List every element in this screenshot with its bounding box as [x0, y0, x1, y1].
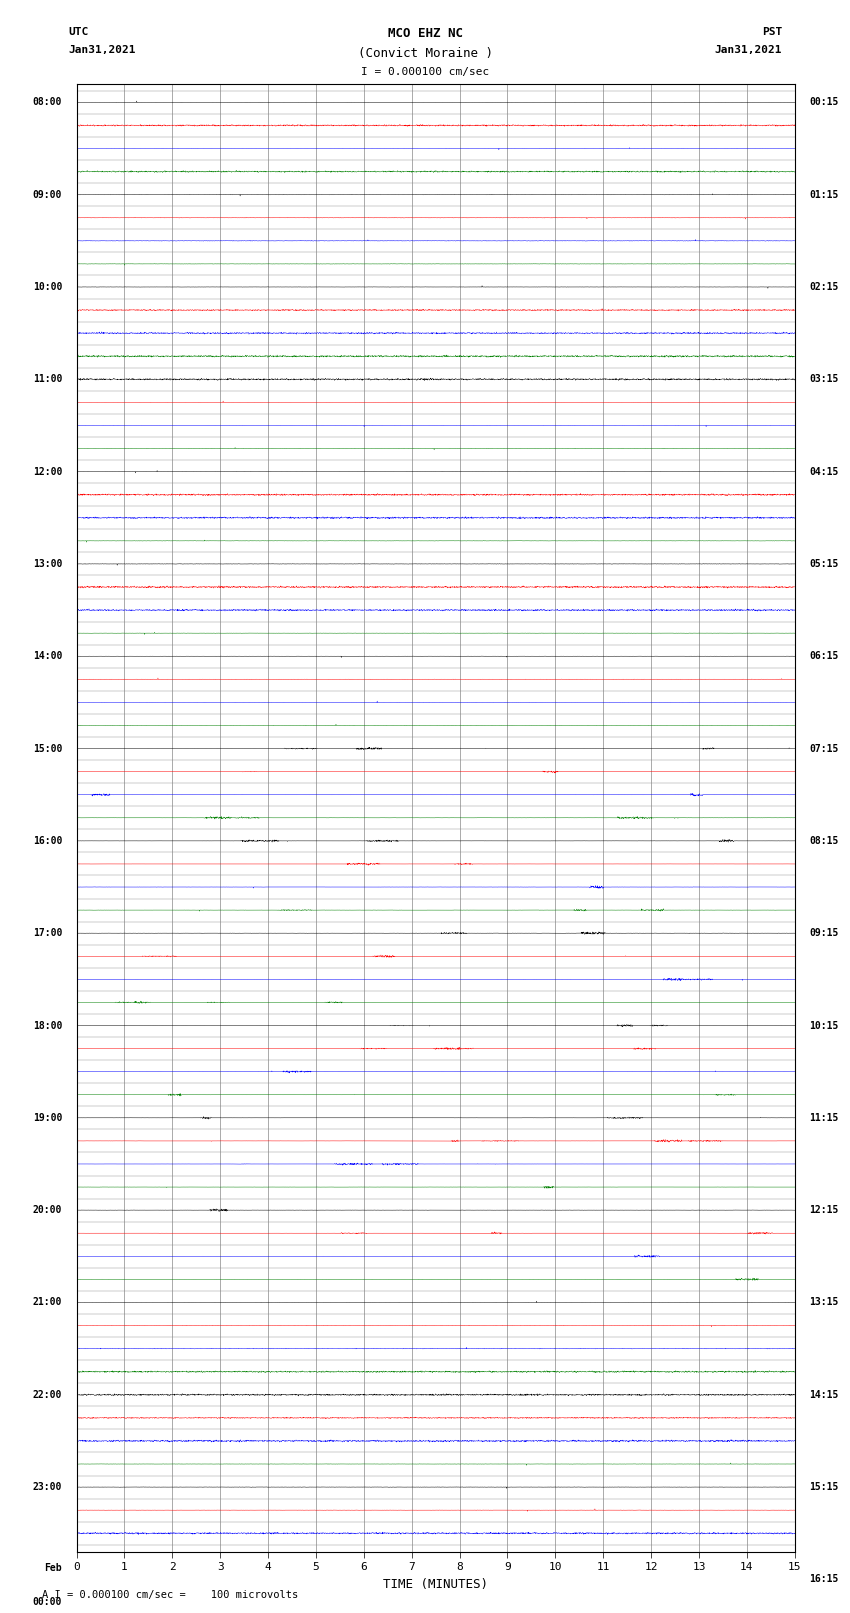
Text: MCO EHZ NC: MCO EHZ NC [388, 27, 462, 40]
Text: A I = 0.000100 cm/sec =    100 microvolts: A I = 0.000100 cm/sec = 100 microvolts [42, 1590, 298, 1600]
Text: 01:15: 01:15 [809, 190, 838, 200]
Text: Feb: Feb [44, 1563, 62, 1573]
Text: Jan31,2021: Jan31,2021 [68, 45, 135, 55]
Text: 10:15: 10:15 [809, 1021, 838, 1031]
Text: 15:00: 15:00 [33, 744, 62, 753]
Text: 15:15: 15:15 [809, 1482, 838, 1492]
Text: I = 0.000100 cm/sec: I = 0.000100 cm/sec [361, 68, 489, 77]
Text: 13:15: 13:15 [809, 1297, 838, 1308]
Text: 19:00: 19:00 [33, 1113, 62, 1123]
Text: 11:00: 11:00 [33, 374, 62, 384]
Text: PST: PST [762, 27, 782, 37]
X-axis label: TIME (MINUTES): TIME (MINUTES) [383, 1578, 488, 1590]
Text: 07:15: 07:15 [809, 744, 838, 753]
Text: 12:15: 12:15 [809, 1205, 838, 1215]
Text: 18:00: 18:00 [33, 1021, 62, 1031]
Text: 02:15: 02:15 [809, 282, 838, 292]
Text: (Convict Moraine ): (Convict Moraine ) [358, 47, 492, 60]
Text: 13:00: 13:00 [33, 560, 62, 569]
Text: 08:15: 08:15 [809, 836, 838, 845]
Text: 17:00: 17:00 [33, 927, 62, 939]
Text: 11:15: 11:15 [809, 1113, 838, 1123]
Text: 00:00: 00:00 [33, 1597, 62, 1608]
Text: 03:15: 03:15 [809, 374, 838, 384]
Text: 16:15: 16:15 [809, 1574, 838, 1584]
Text: 22:00: 22:00 [33, 1390, 62, 1400]
Text: 14:15: 14:15 [809, 1390, 838, 1400]
Text: UTC: UTC [68, 27, 88, 37]
Text: 21:00: 21:00 [33, 1297, 62, 1308]
Text: 04:15: 04:15 [809, 466, 838, 476]
Text: 09:15: 09:15 [809, 927, 838, 939]
Text: Jan31,2021: Jan31,2021 [715, 45, 782, 55]
Text: 10:00: 10:00 [33, 282, 62, 292]
Text: 09:00: 09:00 [33, 190, 62, 200]
Text: 23:00: 23:00 [33, 1482, 62, 1492]
Text: 06:15: 06:15 [809, 652, 838, 661]
Text: 14:00: 14:00 [33, 652, 62, 661]
Text: 12:00: 12:00 [33, 466, 62, 476]
Text: 05:15: 05:15 [809, 560, 838, 569]
Text: 00:15: 00:15 [809, 97, 838, 108]
Text: 08:00: 08:00 [33, 97, 62, 108]
Text: 20:00: 20:00 [33, 1205, 62, 1215]
Text: 16:00: 16:00 [33, 836, 62, 845]
